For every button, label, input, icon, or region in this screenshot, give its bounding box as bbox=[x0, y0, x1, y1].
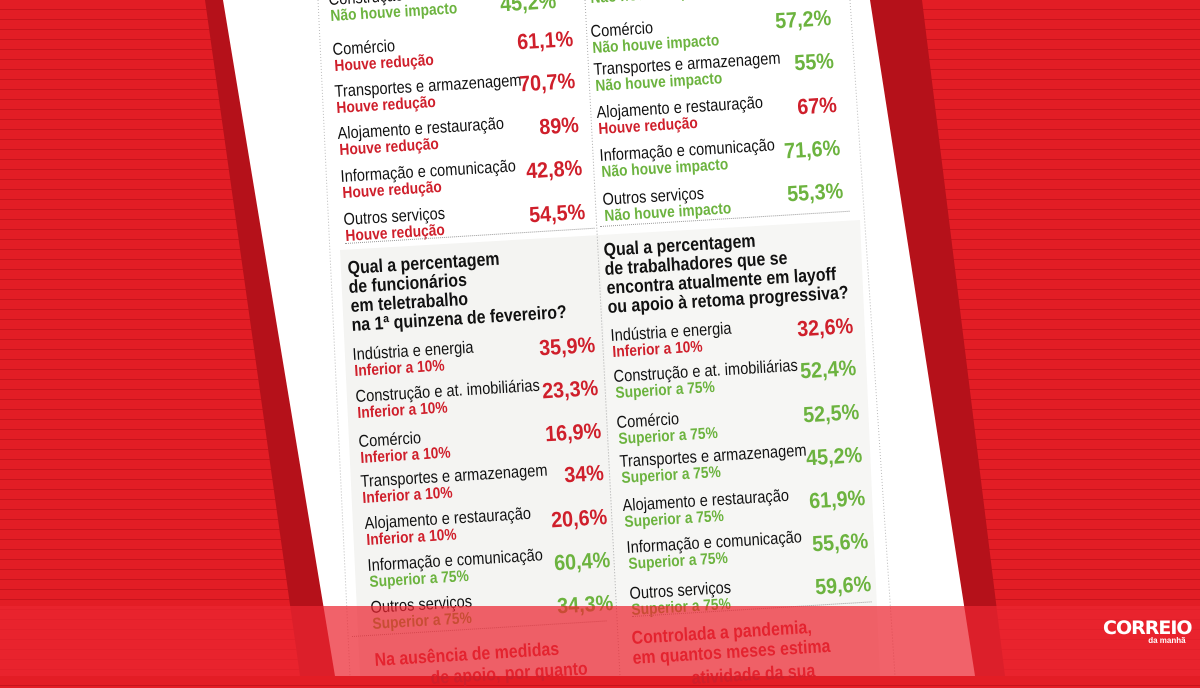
percentage-value: 52,4% bbox=[798, 355, 857, 384]
paper-shadow-right bbox=[870, 0, 1005, 676]
panel-shade-left bbox=[340, 235, 620, 676]
percentage-value: 70,7% bbox=[517, 68, 576, 97]
percentage-value: 20,6% bbox=[549, 504, 608, 533]
logo-text: CORREIO bbox=[1103, 617, 1193, 639]
percentage-value: 16,9% bbox=[543, 418, 602, 447]
panel-shade-right bbox=[600, 220, 880, 676]
logo-subtext: da manhã bbox=[1148, 636, 1186, 645]
paper-shadow-left bbox=[205, 0, 335, 676]
percentage-value: 52,5% bbox=[801, 399, 860, 428]
percentage-value: 55,6% bbox=[810, 528, 869, 557]
percentage-value: 54,5% bbox=[527, 199, 586, 228]
percentage-value: 42,8% bbox=[524, 155, 583, 184]
percentage-value: 61,9% bbox=[807, 485, 866, 514]
correio-da-manha-logo[interactable]: CORREIO da manhã bbox=[1103, 617, 1193, 645]
percentage-value: 59,6% bbox=[813, 571, 872, 600]
margin-line-right bbox=[849, 0, 896, 676]
percentage-value: 60,4% bbox=[552, 547, 611, 576]
percentage-value: 89% bbox=[538, 112, 580, 140]
percentage-value: 45,2% bbox=[804, 442, 863, 471]
percentage-value: 67% bbox=[796, 92, 838, 120]
percentage-value: 71,6% bbox=[782, 135, 841, 164]
percentage-value: 57,2% bbox=[773, 5, 832, 34]
percentage-value: 35,9% bbox=[537, 332, 596, 361]
percentage-value: 55,3% bbox=[785, 178, 844, 207]
percentage-value: 32,6% bbox=[795, 313, 854, 342]
percentage-value: 23,3% bbox=[540, 375, 599, 404]
percentage-value: 61,1% bbox=[515, 26, 574, 55]
caption-overlay-band bbox=[0, 606, 1200, 676]
column-divider bbox=[584, 0, 621, 676]
percentage-value: 34% bbox=[563, 460, 605, 488]
percentage-value: 55% bbox=[793, 48, 835, 76]
